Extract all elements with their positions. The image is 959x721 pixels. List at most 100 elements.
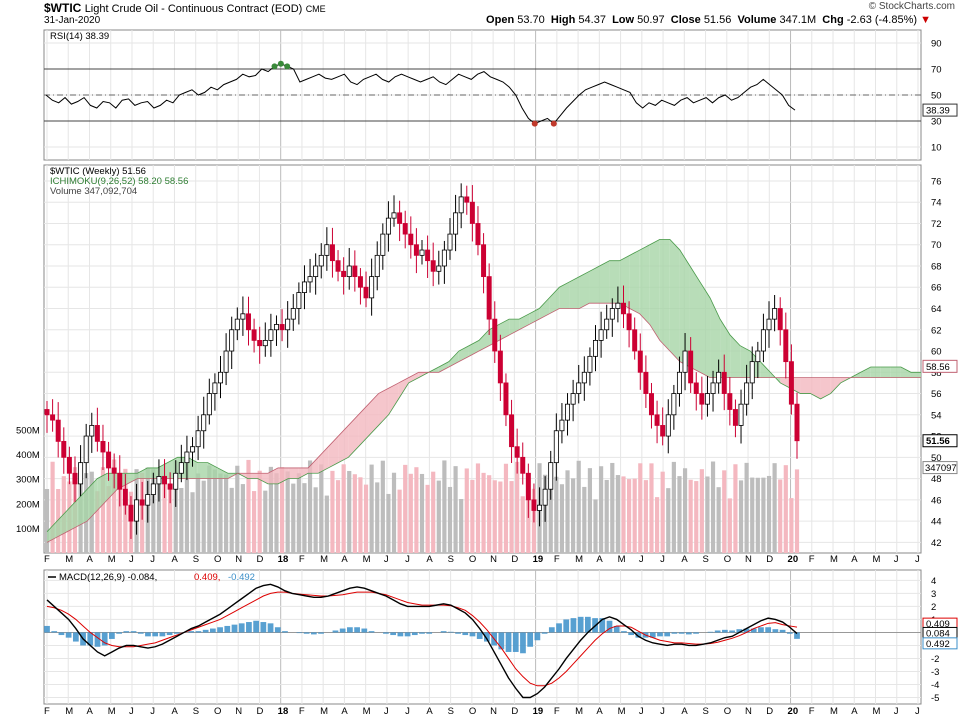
volume-value: 347.1M [779, 14, 817, 26]
x-tick-label-price: A [426, 554, 433, 565]
candle-body [576, 382, 582, 394]
volume-bar [156, 482, 162, 553]
x-tick-label-price: J [915, 554, 920, 565]
volume-bar [755, 477, 760, 553]
x-tick-label-macd: M [830, 706, 838, 717]
x-tick-label-macd: 18 [278, 706, 289, 717]
ichimoku-cloud-segment [338, 425, 349, 463]
ichimoku-cloud-segment [308, 457, 319, 474]
price-tick-label: 44 [931, 517, 942, 528]
volume-bar [722, 470, 727, 553]
candle-body [100, 440, 106, 453]
candle-body [218, 371, 223, 384]
volume-bar [464, 468, 469, 553]
instrument-name: Light Crude Oil - Continuous Contract (E… [84, 3, 303, 15]
macd-histogram-bar [657, 632, 663, 637]
rsi-tick-label: 90 [931, 39, 942, 50]
candle-body [481, 244, 487, 278]
volume-bar [168, 485, 173, 553]
volume-bar [705, 476, 710, 553]
ichimoku-cloud-segment [137, 467, 148, 479]
volume-bar [783, 465, 788, 553]
volume-bar [733, 464, 738, 553]
macd-histogram-bar [758, 627, 764, 633]
macd-histogram-bar [361, 628, 368, 633]
macd-histogram-bar [743, 628, 750, 633]
candle-body [537, 504, 543, 511]
volume-bar [436, 480, 441, 553]
volume-bar [587, 468, 593, 553]
macd-panel: -5-4-3-2-101234MACD(12,26,9) -0.084,0.40… [43, 569, 958, 705]
ichimoku-cloud-segment [358, 404, 369, 447]
macd-histogram-bar [109, 632, 115, 639]
volume-bar [688, 479, 693, 553]
x-tick-label-price: 20 [788, 554, 799, 565]
macd-histogram-bar [94, 632, 101, 647]
volume-bar [694, 481, 699, 553]
x-tick-label-price: F [554, 554, 560, 565]
x-tick-label-macd: F [44, 706, 50, 717]
ichimoku-cloud-segment [689, 265, 700, 373]
macd-histogram-bar [505, 632, 512, 652]
macd-histogram-bar [404, 632, 411, 637]
macd-histogram-bar [238, 623, 245, 633]
close-value: 51.56 [703, 14, 732, 26]
ichimoku-cloud-segment [910, 372, 921, 378]
candle-body [117, 472, 123, 490]
candle-body [744, 382, 750, 405]
x-tick-label-macd: A [341, 706, 348, 717]
price-tick-label: 74 [931, 198, 942, 209]
volume-bar [397, 489, 402, 553]
ichimoku-cloud-segment [318, 446, 329, 474]
candle-body [229, 329, 235, 352]
rsi-tick-label: 50 [931, 91, 942, 102]
macd-histogram-bar [729, 630, 735, 633]
ichimoku-cloud-segment [870, 366, 881, 378]
ichimoku-cloud-segment [900, 366, 911, 378]
candle-body [234, 318, 240, 331]
candle-body [587, 355, 593, 373]
x-tick-label-macd: F [809, 706, 815, 717]
x-tick-label-price: D [511, 554, 518, 565]
ichimoku-cloud-segment [579, 271, 590, 309]
x-tick-label-price: F [299, 554, 305, 565]
macd-histogram-bar [649, 632, 656, 638]
macd-histogram-bar [599, 618, 606, 633]
x-tick-label-macd: M [618, 706, 626, 717]
candle-body [380, 233, 386, 256]
candle-body [324, 244, 330, 256]
volume-bar [408, 473, 413, 553]
ichimoku-cloud-segment [880, 366, 891, 378]
volume-bar [179, 487, 184, 553]
exchange: CME [305, 4, 326, 14]
rsi-tick-label: 30 [931, 117, 942, 128]
candle-body [251, 329, 257, 341]
price-tick-label: 76 [931, 176, 942, 187]
low-value: 50.97 [637, 14, 665, 26]
last-price-box [922, 434, 958, 448]
candle-body [475, 223, 481, 246]
macd-tick-label: 3 [931, 589, 936, 600]
volume-bar [235, 465, 240, 553]
volume-bar [285, 471, 290, 553]
candle-body [559, 419, 565, 432]
x-tick-label-price: D [766, 554, 773, 565]
candle-body [755, 350, 761, 363]
x-tick-label-price: A [341, 554, 348, 565]
macd-histogram-bar [736, 629, 743, 633]
macd-histogram-bar [563, 619, 570, 633]
macd-histogram-bar [606, 620, 613, 633]
candle-body [419, 249, 425, 256]
macd-histogram-bar [347, 627, 353, 633]
volume-bar [414, 467, 419, 553]
candle-body [50, 414, 56, 421]
volume-bar [660, 471, 665, 553]
volume-bar [649, 463, 654, 553]
ichimoku-cloud-segment [127, 473, 138, 484]
ichimoku-cloud-segment [187, 457, 198, 479]
candle-body [593, 339, 598, 357]
x-tick-label-macd: A [426, 706, 433, 717]
volume-bar [173, 460, 178, 553]
candle-body [66, 456, 72, 474]
